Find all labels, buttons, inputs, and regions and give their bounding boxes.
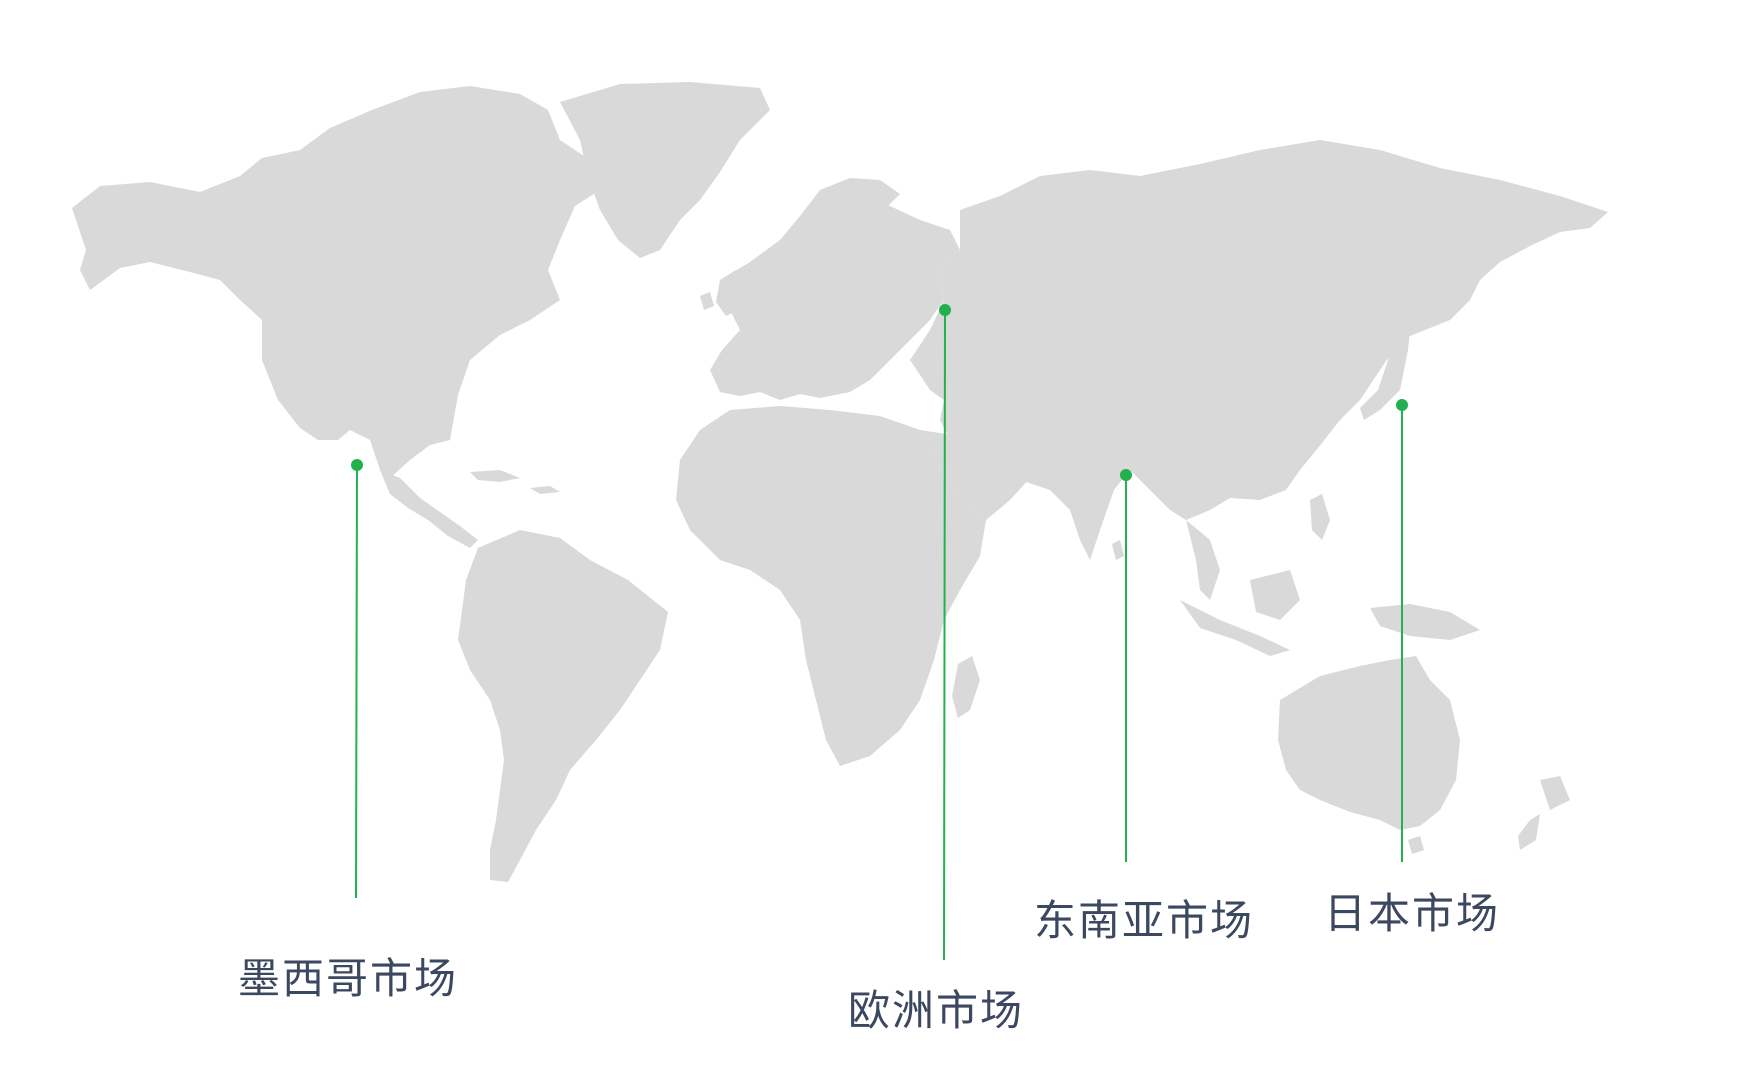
central-america-landmass [380, 470, 478, 548]
north-america-landmass [72, 86, 600, 478]
southeast-asia-landmass [1180, 520, 1300, 656]
leader-lines [355, 309, 1403, 961]
scandinavia-landmass [800, 178, 900, 256]
greenland-landmass [560, 82, 770, 258]
mexico-leader-line [355, 464, 358, 899]
australia-landmass [1278, 656, 1460, 830]
japan-market-label: 日本市场 [1324, 889, 1501, 938]
new-zealand-islands [1518, 776, 1570, 850]
africa-landmass [676, 406, 986, 766]
continents [72, 82, 1608, 882]
japan-marker-dot[interactable] [1396, 399, 1408, 411]
mexico-market-label: 墨西哥市场 [238, 954, 459, 1003]
marker-dots [351, 304, 1408, 481]
philippines-islands [1310, 494, 1330, 540]
arabian-peninsula [920, 430, 1030, 520]
sri-lanka [1112, 540, 1124, 560]
southeast-asia-marker-dot[interactable] [1120, 469, 1132, 481]
new-guinea-landmass [1370, 604, 1480, 640]
caribbean-islands [470, 470, 560, 494]
europe-market-label: 欧洲市场 [848, 986, 1025, 1035]
europe-landmass [710, 194, 960, 400]
asia-landmass [910, 140, 1608, 560]
south-america-landmass [458, 530, 668, 882]
british-isles [700, 270, 744, 316]
madagascar-landmass [952, 656, 980, 718]
europe-leader-line [943, 309, 946, 961]
mexico-marker-dot[interactable] [351, 459, 363, 471]
japan-islands [1360, 300, 1412, 420]
southeast-asia-market-label: 东南亚市场 [1034, 896, 1255, 945]
tasmania [1408, 836, 1424, 854]
europe-marker-dot[interactable] [939, 304, 951, 316]
